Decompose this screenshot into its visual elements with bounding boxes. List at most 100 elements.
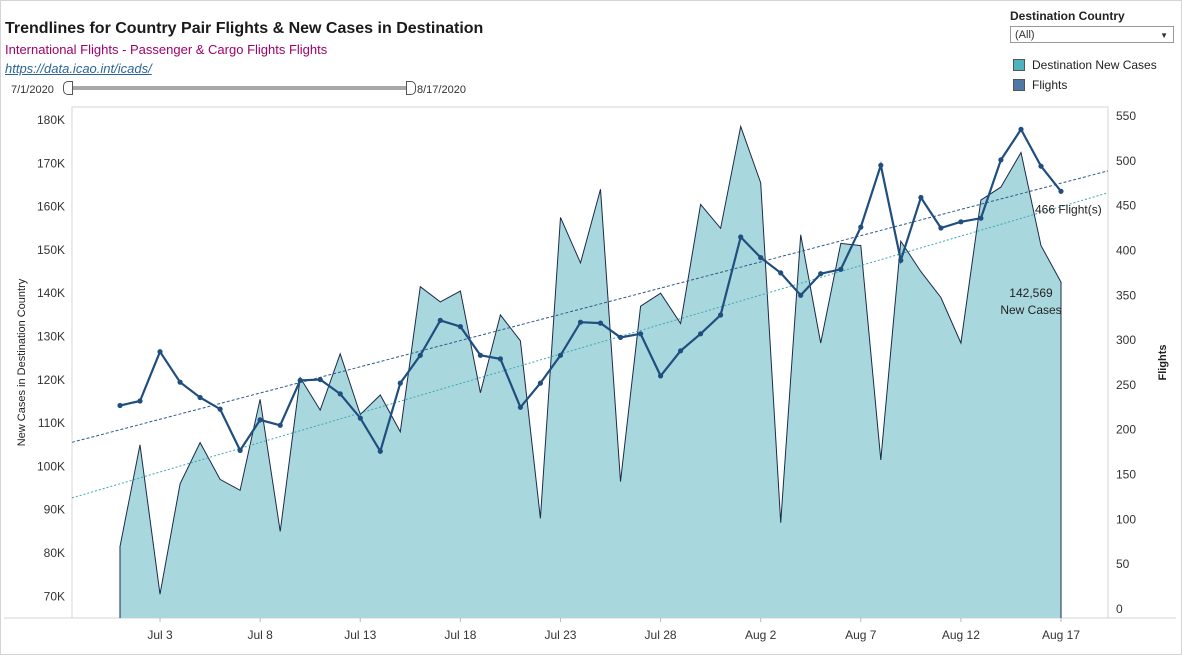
y-right-tick-label: 100 [1116,512,1136,526]
y-right-tick-label: 400 [1116,243,1136,257]
flights-point [117,402,123,409]
flights-point [718,312,724,318]
flights-point [337,391,343,397]
flights-point [738,234,744,240]
x-tick-label: Jul 13 [344,628,376,642]
flights-annotation: 466 Flight(s) [1035,202,1102,216]
y-left-tick-label: 100K [37,459,65,473]
y-right-axis-title: Flights [1157,344,1169,380]
chart-subtitle: International Flights - Passenger & Carg… [5,42,328,57]
y-left-tick-label: 70K [44,589,65,603]
flights-point [698,331,704,337]
flights-point [978,215,984,221]
x-tick-label: Aug 2 [745,628,777,642]
flights-point [377,448,383,454]
slider-track[interactable] [68,86,410,90]
slider-start-handle[interactable] [63,81,73,95]
flights-point [597,320,604,326]
y-right-tick-label: 450 [1116,199,1136,213]
flights-point [137,398,143,404]
legend-swatch-flights [1013,79,1025,91]
x-tick-label: Jul 23 [544,628,576,642]
destination-country-select[interactable]: (All) ▼ [1010,26,1174,43]
x-tick-label: Jul 28 [645,628,677,642]
flights-point [758,255,764,261]
y-right-tick-label: 250 [1116,378,1136,392]
source-link[interactable]: https://data.icao.int/icads/ [5,61,152,76]
select-value: (All) [1015,29,1035,41]
flights-point [537,380,544,386]
legend-label-cases: Destination New Cases [1032,58,1157,72]
x-tick-label: Jul 18 [444,628,476,642]
y-left-tick-label: 150K [37,243,65,257]
caret-down-icon: ▼ [1160,31,1168,40]
y-left-tick-label: 170K [37,156,65,170]
flights-point [898,257,904,263]
flights-point [1058,188,1064,194]
y-right-tick-label: 50 [1116,557,1130,571]
chart-title: Trendlines for Country Pair Flights & Ne… [5,20,484,37]
y-left-tick-label: 180K [37,113,65,127]
y-right-tick-label: 500 [1116,154,1136,168]
x-tick-label: Aug 7 [845,628,877,642]
legend-item-flights[interactable]: Flights [1013,75,1157,95]
y-left-tick-label: 140K [37,286,65,300]
flights-line [119,127,1062,455]
flights-point [617,334,624,340]
x-tick-label: Aug 12 [942,628,980,642]
flights-point [177,379,183,385]
slider-end-handle[interactable] [406,81,416,95]
y-left-axis-title: New Cases in Destination Country [16,278,28,446]
flights-point [237,447,243,453]
cases-annotation-value: 142,569 [1009,286,1053,300]
flights-point [557,352,564,358]
y-left-tick-label: 130K [37,330,65,344]
flights-point [958,219,964,225]
flights-point [317,376,323,383]
flights-point [397,380,403,386]
y-right-tick-label: 0 [1116,602,1123,616]
y-right-tick-label: 300 [1116,333,1136,347]
date-range-slider[interactable]: 7/1/2020 8/17/2020 [8,80,478,100]
destination-country-filter: Destination Country (All) ▼ [1010,9,1176,43]
y-right-tick-label: 350 [1116,288,1136,302]
flights-point [638,331,644,337]
flights-point [998,157,1004,163]
flights-point [818,271,824,277]
flights-point [437,317,443,323]
flights-point [257,417,263,423]
flights-point [918,194,924,201]
legend-item-cases[interactable]: Destination New Cases [1013,55,1157,75]
flights-point [1038,163,1044,169]
flights-point [798,292,804,298]
y-left-tick-label: 90K [44,503,65,517]
flights-point [217,406,223,412]
y-left-tick-label: 120K [37,373,65,387]
x-tick-label: Jul 3 [147,628,173,642]
slider-start-label: 7/1/2020 [11,84,54,96]
flights-point [297,377,303,383]
cases-annotation-label: New Cases [1000,303,1061,317]
flights-point [197,394,203,401]
legend-label-flights: Flights [1032,78,1068,92]
flights-point [778,270,784,276]
flights-point [577,319,584,325]
y-left-tick-label: 160K [37,200,65,214]
y-left-tick-label: 80K [44,546,65,560]
flights-point [417,352,423,358]
flights-point [277,422,283,428]
flights-trendline [71,170,1109,443]
flights-point [938,225,944,231]
legend-swatch-cases [1013,59,1025,71]
flights-point [878,162,884,168]
flights-point [517,404,524,410]
flights-point [457,324,463,330]
x-tick-label: Aug 17 [1042,628,1080,642]
flights-point [477,352,483,358]
legend: Destination New Cases Flights [1013,55,1157,95]
flights-point [1018,126,1024,132]
y-left-tick-label: 110K [38,416,65,430]
flights-point [858,224,864,230]
y-right-tick-label: 550 [1116,109,1136,123]
